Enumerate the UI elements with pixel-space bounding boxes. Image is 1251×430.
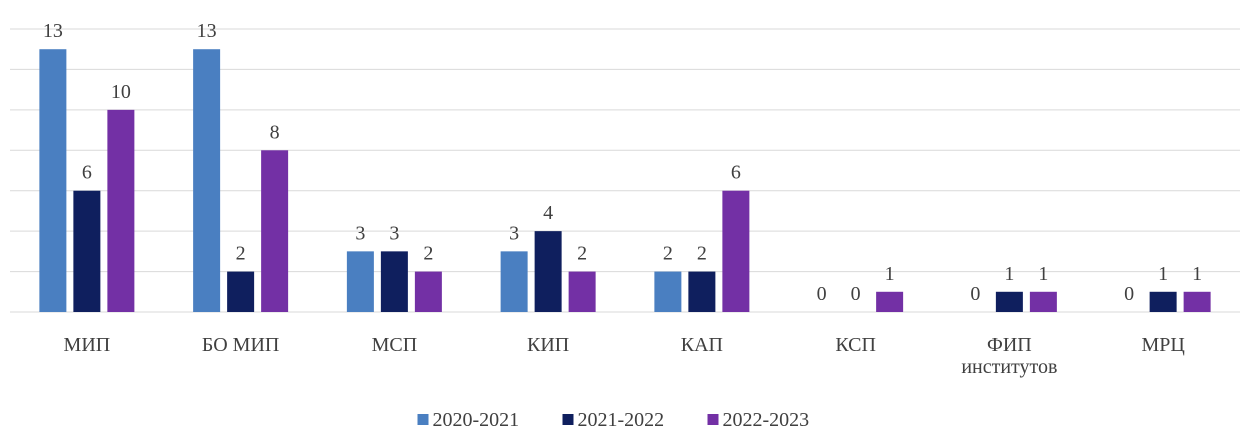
data-label: 2	[577, 243, 587, 265]
data-label: 10	[111, 81, 131, 103]
data-label: 6	[731, 162, 741, 184]
bar	[995, 291, 1023, 312]
bar	[107, 109, 135, 312]
bar	[1149, 291, 1177, 312]
bar	[568, 271, 596, 312]
x-tick-label: МСП	[371, 334, 418, 356]
data-label: 13	[197, 20, 217, 42]
x-tick-label: КАП	[680, 334, 723, 356]
x-tick-label: ФИП институтов	[961, 334, 1058, 378]
data-label: 2	[663, 243, 673, 265]
bar	[346, 251, 374, 312]
x-tick-label: МРЦ	[1141, 334, 1185, 356]
bar	[654, 271, 682, 312]
data-label: 0	[970, 283, 980, 305]
legend-label: 2020-2021	[433, 409, 520, 430]
data-label: 2	[423, 243, 433, 265]
data-label: 2	[697, 243, 707, 265]
legend-label: 2021-2022	[578, 409, 665, 430]
bar	[876, 291, 904, 312]
x-tick-label: КСП	[835, 334, 876, 356]
bar	[193, 49, 221, 312]
data-label: 4	[543, 202, 553, 224]
data-label: 0	[1124, 283, 1134, 305]
data-label: 6	[82, 162, 92, 184]
bar	[73, 190, 101, 312]
x-tick-label: МИП	[63, 334, 111, 356]
data-label: 3	[355, 222, 365, 244]
data-label: 1	[1004, 263, 1014, 285]
bar	[414, 271, 442, 312]
bar	[500, 251, 528, 312]
data-label: 13	[43, 20, 63, 42]
bar	[1029, 291, 1057, 312]
x-tick-label: БО МИП	[201, 334, 280, 356]
bar	[1183, 291, 1211, 312]
bar	[261, 150, 289, 312]
bar	[227, 271, 255, 312]
data-label: 0	[851, 283, 861, 305]
bar	[722, 190, 750, 312]
data-label: 1	[885, 263, 895, 285]
x-tick-label: КИП	[527, 334, 570, 356]
data-label: 1	[1038, 263, 1048, 285]
data-label: 3	[389, 222, 399, 244]
bar	[688, 271, 716, 312]
data-label: 3	[509, 222, 519, 244]
data-label: 1	[1158, 263, 1168, 285]
data-label: 0	[817, 283, 827, 305]
legend-label: 2022-2023	[723, 409, 810, 430]
data-label: 2	[236, 243, 246, 265]
bar	[380, 251, 408, 312]
bar	[534, 231, 562, 312]
bar	[39, 49, 67, 312]
data-label: 8	[270, 121, 280, 143]
legend-swatch	[417, 414, 429, 425]
legend-swatch	[562, 414, 574, 425]
data-label: 1	[1192, 263, 1202, 285]
legend-swatch	[707, 414, 719, 425]
